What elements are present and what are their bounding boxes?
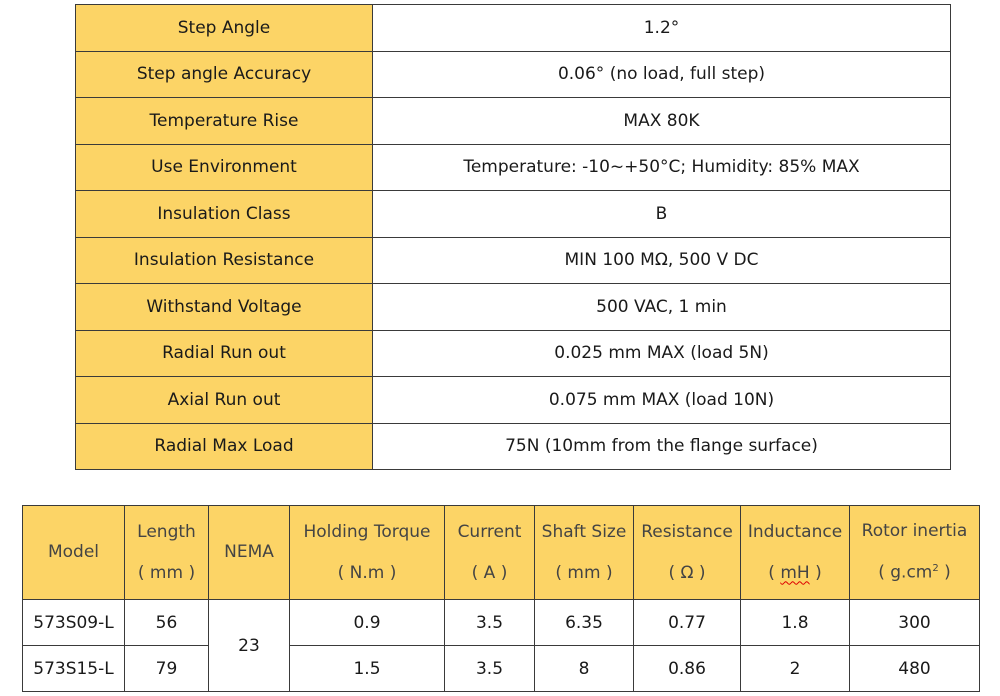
cell-inductance: 1.8 xyxy=(740,599,850,646)
table-row: Withstand Voltage 500 VAC, 1 min xyxy=(75,283,951,331)
inductance-unit: mH xyxy=(780,562,810,583)
table-row: Radial Max Load 75N (10mm from the flange… xyxy=(75,422,951,470)
table-row: 573S09-L 56 23 0.9 3.5 6.35 0.77 1.8 300 xyxy=(22,599,980,692)
cell-model: 573S15-L xyxy=(22,645,125,692)
cell-resistance: 0.86 xyxy=(633,645,741,692)
cell-holding-torque: 1.5 xyxy=(289,645,445,692)
spec-label: Use Environment xyxy=(75,143,373,191)
header-shaft-size: Shaft Size( mm ) xyxy=(534,505,634,600)
cell-shaft-size: 6.35 xyxy=(534,599,634,646)
header-current: Current( A ) xyxy=(444,505,535,600)
header-rotor-inertia: Rotor inertia( g.cm2 ) xyxy=(849,505,980,600)
table-row: Insulation Resistance MIN 100 MΩ, 500 V D… xyxy=(75,236,951,284)
spec-label: Step Angle xyxy=(75,4,373,52)
cell-resistance: 0.77 xyxy=(633,599,741,646)
cell-rotor-inertia: 300 xyxy=(849,599,980,646)
table-row: Radial Run out 0.025 mm MAX (load 5N) xyxy=(75,329,951,377)
header-nema: NEMA xyxy=(208,505,290,600)
table-row: Axial Run out 0.075 mm MAX (load 10N) xyxy=(75,376,951,424)
spec-label: Temperature Rise xyxy=(75,97,373,145)
table-row: Use Environment Temperature: -10~+50°C; H… xyxy=(75,143,951,191)
header-resistance: Resistance( Ω ) xyxy=(633,505,741,600)
table-row: Step Angle 1.2° xyxy=(75,4,951,52)
spec-table: Step Angle 1.2° Step angle Accuracy 0.06° … xyxy=(75,4,951,470)
spec-value: 75N (10mm from the flange surface) xyxy=(372,422,951,470)
cell-length: 56 xyxy=(124,599,209,646)
spec-value: 0.06° (no load, full step) xyxy=(372,50,951,98)
spec-value: 1.2° xyxy=(372,4,951,52)
cell-current: 3.5 xyxy=(444,599,535,646)
spec-label: Step angle Accuracy xyxy=(75,50,373,98)
cell-shaft-size: 8 xyxy=(534,645,634,692)
cell-inductance: 2 xyxy=(740,645,850,692)
spec-label: Withstand Voltage xyxy=(75,283,373,331)
spec-label: Radial Run out xyxy=(75,329,373,377)
cell-rotor-inertia: 480 xyxy=(849,645,980,692)
spec-label: Axial Run out xyxy=(75,376,373,424)
table-row: 573S15-L 79 1.5 3.5 8 0.86 2 480 xyxy=(22,645,980,692)
spec-value: 0.025 mm MAX (load 5N) xyxy=(372,329,951,377)
table-header-row: Model Length( mm ) NEMA Holding Torque( … xyxy=(22,505,980,600)
cell-current: 3.5 xyxy=(444,645,535,692)
spec-label: Radial Max Load xyxy=(75,422,373,470)
spec-value: Temperature: -10~+50°C; Humidity: 85% MA… xyxy=(372,143,951,191)
spec-value: MIN 100 MΩ, 500 V DC xyxy=(372,236,951,284)
spec-label: Insulation Resistance xyxy=(75,236,373,284)
spec-value: 500 VAC, 1 min xyxy=(372,283,951,331)
table-row: Step angle Accuracy 0.06° (no load, full … xyxy=(75,50,951,98)
spec-value: MAX 80K xyxy=(372,97,951,145)
spec-value: B xyxy=(372,190,951,238)
cell-nema: 23 xyxy=(208,599,290,692)
header-model: Model xyxy=(22,505,125,600)
cell-holding-torque: 0.9 xyxy=(289,599,445,646)
header-inductance: Inductance( mH ) xyxy=(740,505,850,600)
header-holding-torque: Holding Torque( N.m ) xyxy=(289,505,445,600)
spec-value: 0.075 mm MAX (load 10N) xyxy=(372,376,951,424)
cell-length: 79 xyxy=(124,645,209,692)
spec-label: Insulation Class xyxy=(75,190,373,238)
cell-model: 573S09-L xyxy=(22,599,125,646)
table-row: Insulation Class B xyxy=(75,190,951,238)
header-length: Length( mm ) xyxy=(124,505,209,600)
model-table: Model Length( mm ) NEMA Holding Torque( … xyxy=(22,505,980,692)
table-row: Temperature Rise MAX 80K xyxy=(75,97,951,145)
